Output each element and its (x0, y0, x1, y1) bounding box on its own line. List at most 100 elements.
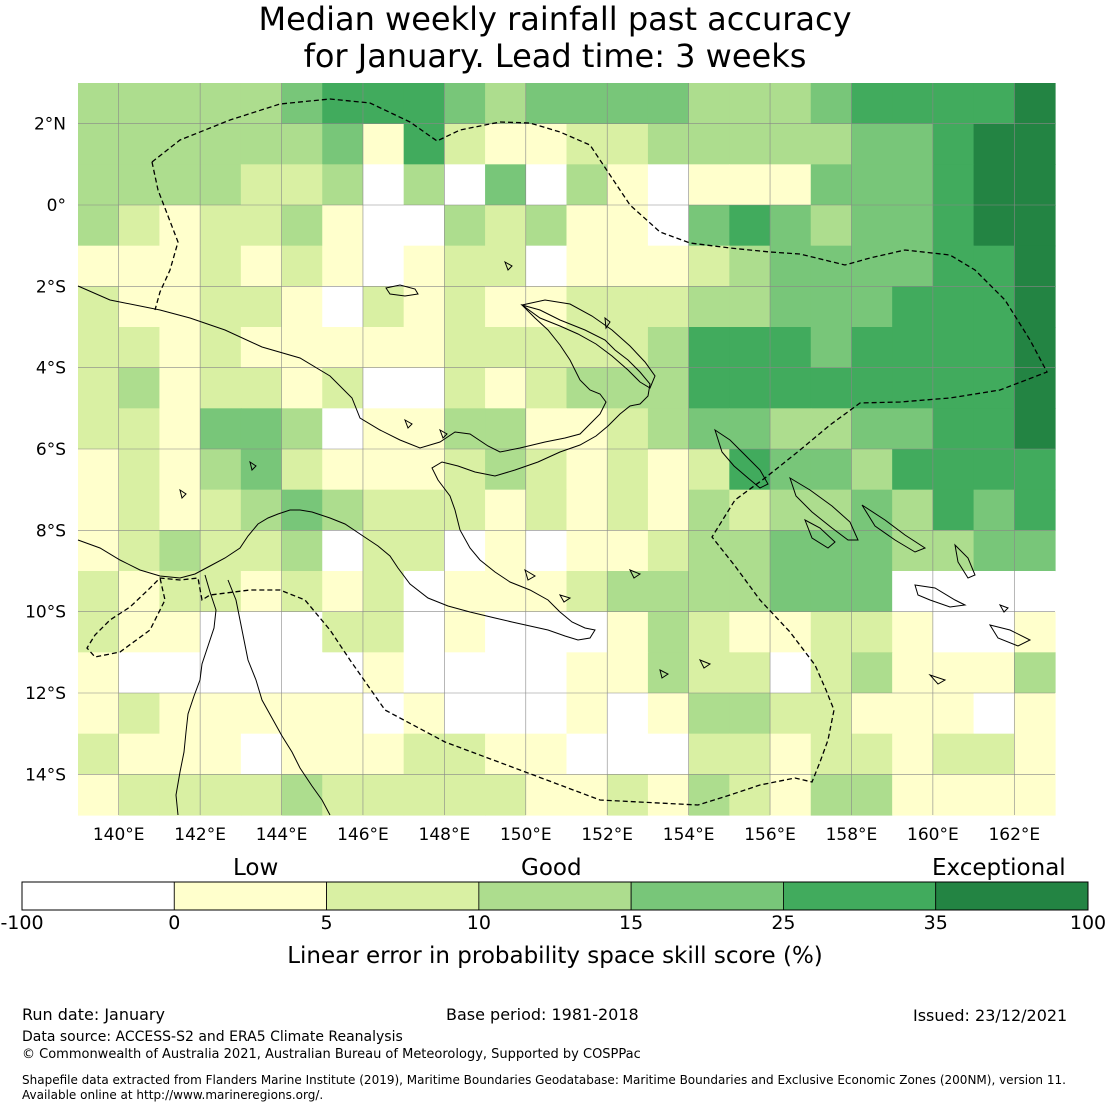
grid-cell (770, 327, 812, 369)
grid-cell (78, 449, 120, 491)
grid-cell (566, 489, 608, 531)
grid-cell (851, 205, 893, 247)
grid-cell (770, 123, 812, 165)
grid-cell (851, 327, 893, 369)
grid-cell (851, 83, 893, 125)
grid-cell (485, 449, 527, 491)
grid-cell (403, 286, 445, 328)
grid-cell (362, 774, 405, 816)
grid-cell (729, 245, 771, 287)
grid-cell (932, 774, 975, 816)
grid-cell (607, 774, 649, 816)
grid-cell (322, 327, 364, 369)
grid-cell (322, 164, 364, 206)
grid-cell (932, 245, 975, 287)
grid-cell (525, 774, 568, 816)
grid-cell (159, 327, 201, 369)
grid-cell (403, 367, 445, 409)
grid-cell (281, 123, 323, 165)
grid-cell (485, 733, 527, 775)
grid-cell (240, 286, 283, 328)
y-tick-label: 4°S (36, 359, 66, 379)
grid-cell (200, 571, 242, 613)
grid-cell (607, 733, 649, 775)
grid-cell (200, 774, 242, 816)
grid-cell (159, 693, 201, 735)
grid-cell (159, 408, 201, 450)
grid-cell (281, 205, 323, 247)
x-tick-label: 146°E (337, 825, 389, 845)
grid-cell (322, 489, 364, 531)
grid-cell (647, 205, 690, 247)
grid-cell (647, 327, 690, 369)
x-tick-label: 162°E (988, 825, 1040, 845)
grid-cell (240, 774, 283, 816)
grid-cell (444, 245, 486, 287)
grid-cell (1014, 652, 1056, 694)
grid-cell (525, 83, 568, 125)
grid-cell (770, 408, 812, 450)
grid-cell (281, 530, 323, 572)
grid-cell (200, 611, 242, 653)
grid-cell (973, 489, 1015, 531)
grid-cell (973, 286, 1015, 328)
y-tick-label: 10°S (25, 603, 66, 623)
grid-cell (281, 449, 323, 491)
grid-cell (647, 693, 690, 735)
grid-cell (159, 286, 201, 328)
grid-cell (647, 489, 690, 531)
grid-cell (607, 83, 649, 125)
png-eez-line (86, 98, 1048, 806)
grid-cell (932, 652, 975, 694)
grid-cell (607, 123, 649, 165)
grid-cell (78, 408, 120, 450)
grid-cell (78, 530, 120, 572)
grid-cell (444, 286, 486, 328)
grid-cell (403, 530, 445, 572)
colorbar-tick-label: 35 (923, 912, 948, 934)
grid-cell (444, 408, 486, 450)
grid-cell (118, 652, 161, 694)
grid-cell (770, 774, 812, 816)
grid-cell (851, 774, 893, 816)
grid-cell (851, 245, 893, 287)
grid-cell (281, 693, 323, 735)
grid-cell (688, 774, 730, 816)
grid-cell (607, 449, 649, 491)
grid-cell (810, 571, 853, 613)
grid-cell (729, 449, 771, 491)
grid-cell (810, 83, 853, 125)
grid-cell (1014, 83, 1056, 125)
x-tick-label: 148°E (419, 825, 471, 845)
grid-cell (200, 205, 242, 247)
grid-cell (729, 205, 771, 247)
grid-cell (403, 489, 445, 531)
grid-cell (566, 205, 608, 247)
grid-cell (159, 571, 201, 613)
colorbar-segment (326, 881, 480, 911)
grid-cell (118, 367, 161, 409)
grid-cell (770, 571, 812, 613)
grid-cell (647, 571, 690, 613)
shapefile-credit-1: Shapefile data extracted from Flanders M… (22, 1073, 1066, 1087)
grid-cell (240, 327, 283, 369)
grid-cell (810, 449, 853, 491)
grid-cell (810, 245, 853, 287)
grid-cell (688, 489, 730, 531)
grid-cell (322, 83, 364, 125)
grid-cell (973, 530, 1015, 572)
grid-cell (770, 733, 812, 775)
grid-cell (973, 693, 1015, 735)
grid-cell (688, 611, 730, 653)
grid-cell (566, 367, 608, 409)
grid-cell (1014, 774, 1056, 816)
grid-cell (810, 530, 853, 572)
grid-cell (892, 286, 934, 328)
grid-cell (240, 611, 283, 653)
grid-cell (444, 327, 486, 369)
cape-york-coast (175, 574, 217, 816)
grid-cell (403, 123, 445, 165)
grid-cell (78, 245, 120, 287)
grid-cell (770, 286, 812, 328)
